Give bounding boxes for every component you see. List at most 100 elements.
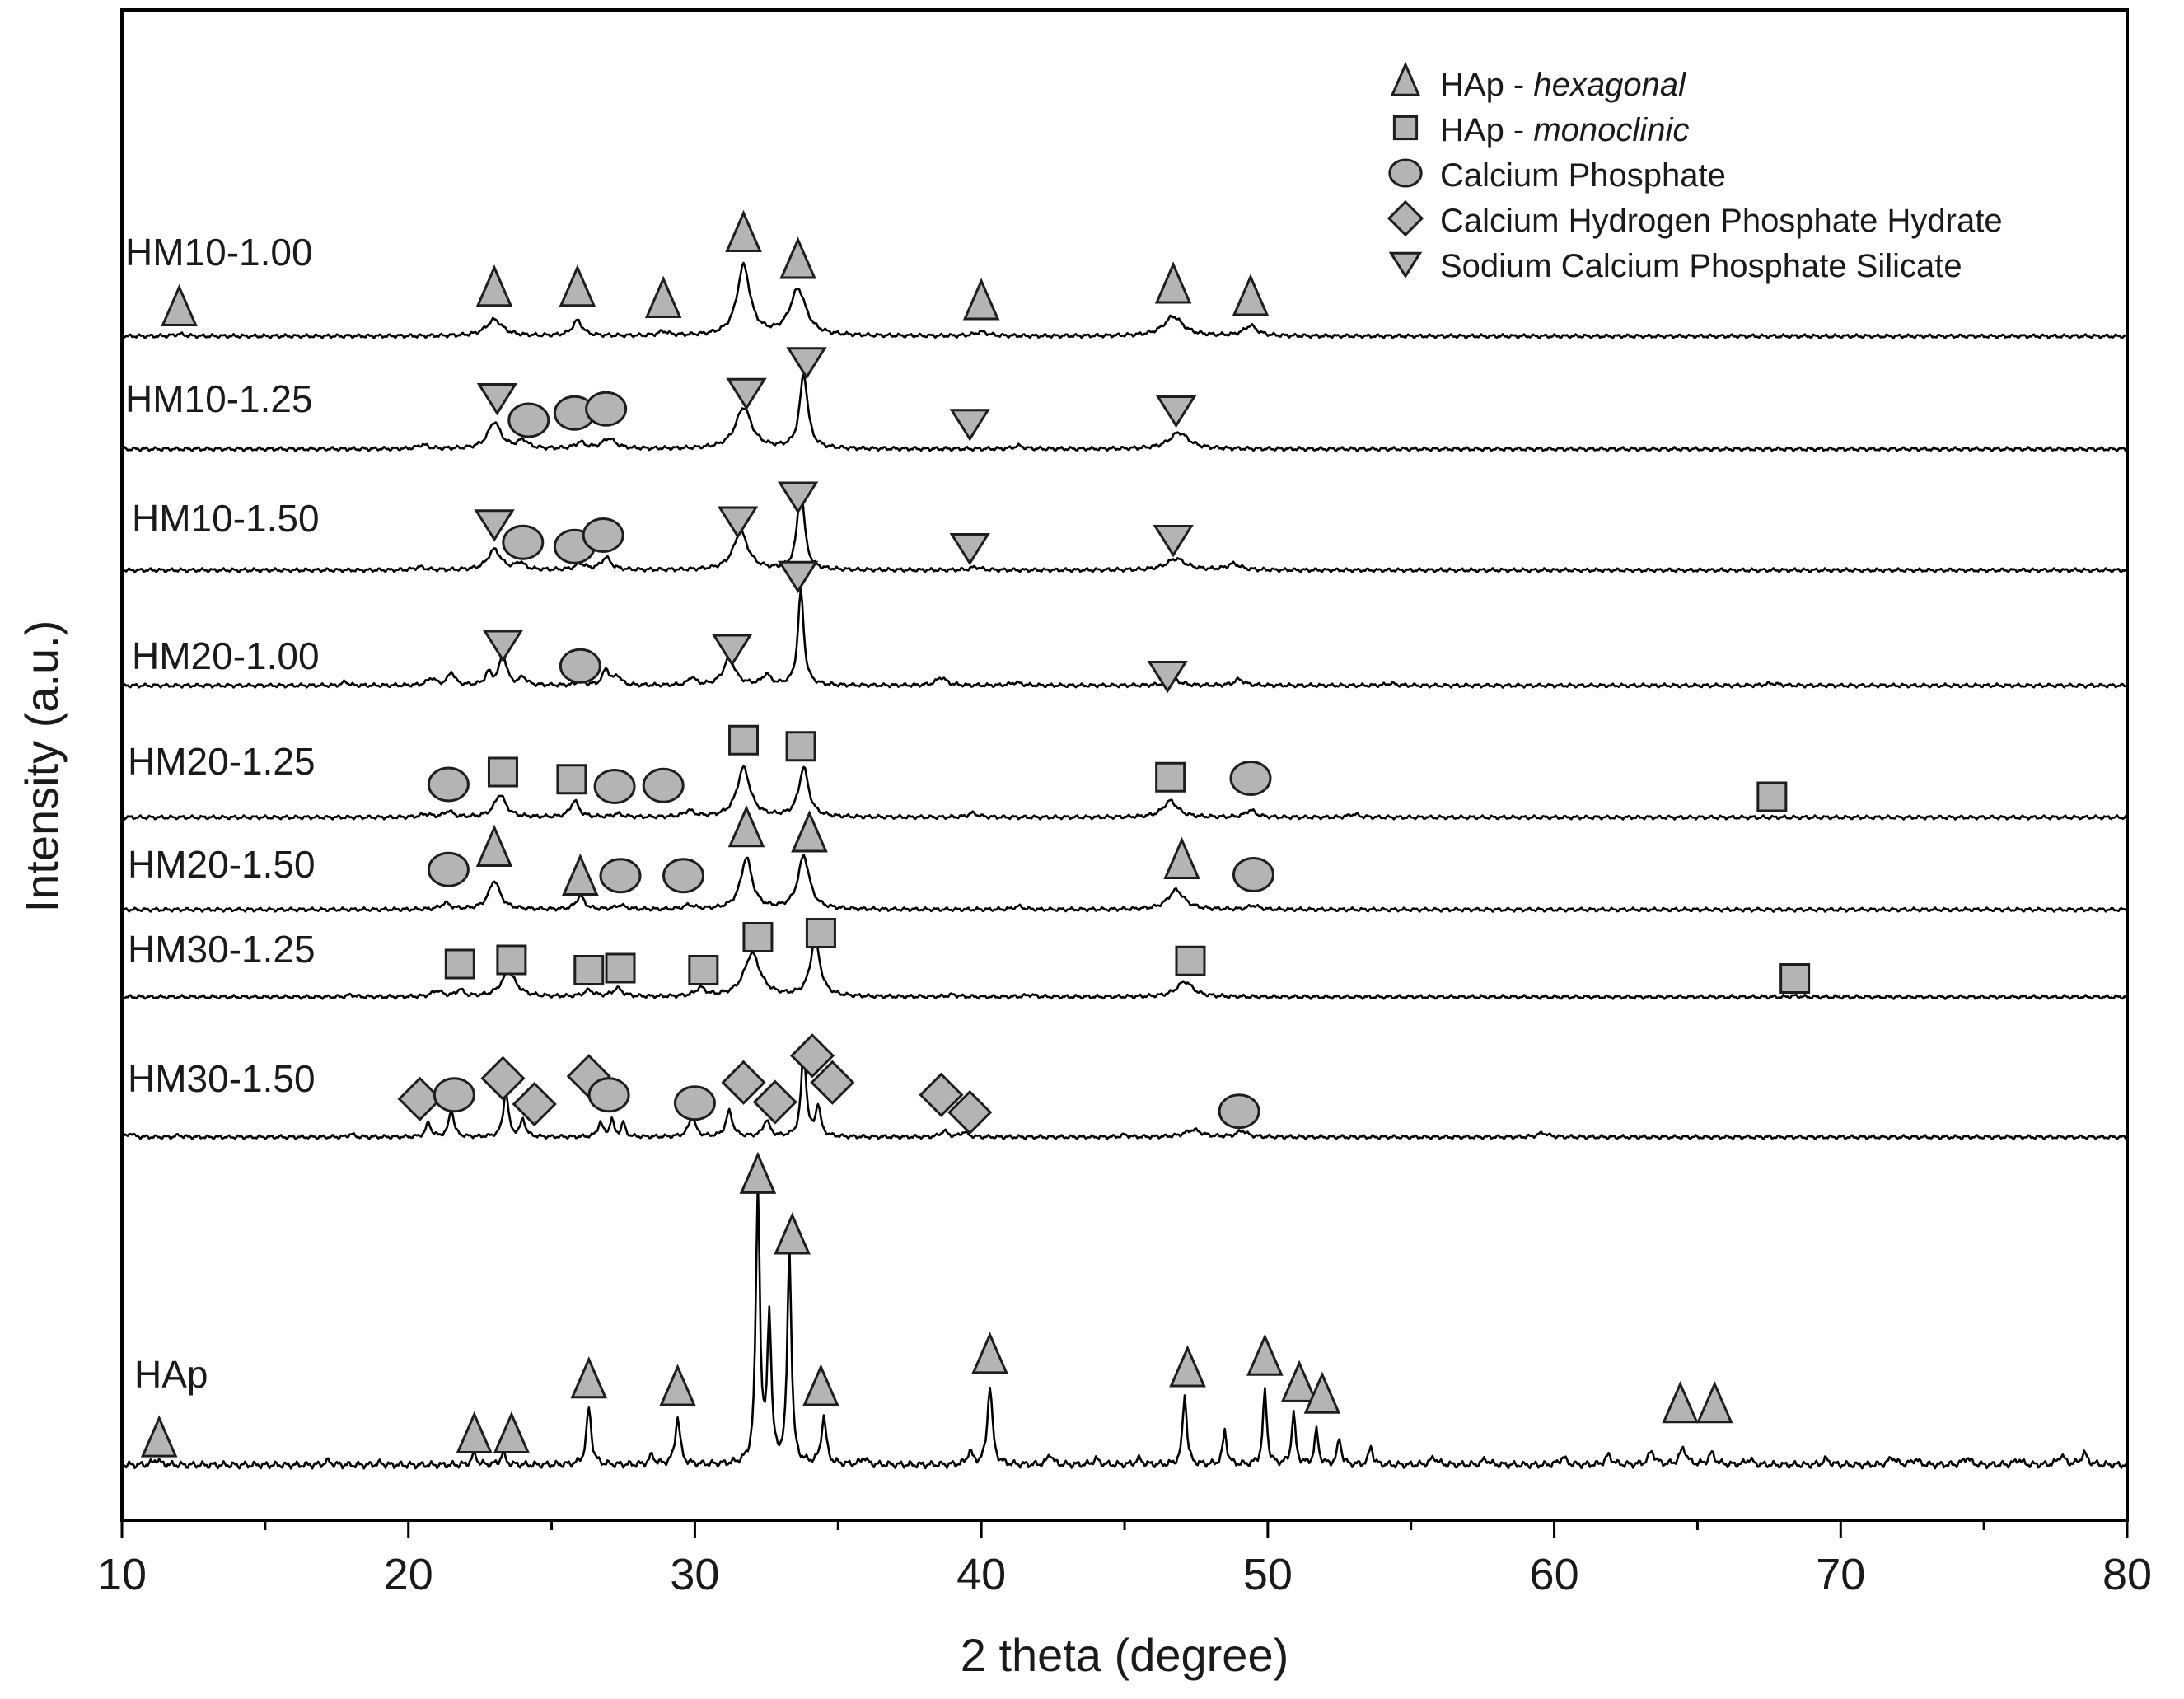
marker-hex-hm20-1-50 [727,804,765,848]
legend-item-cp: Calcium Phosphate [1388,157,1726,194]
marker-cp-hm30-1-50 [587,1077,630,1113]
marker-mono-hm30-1-25 [496,944,527,976]
trace-hm20-1-50 [121,854,2129,913]
marker-mono-hm20-1-25 [785,731,816,762]
trace-group [120,261,2129,1470]
x-tick-label: 20 [384,1550,433,1599]
marker-cp-hm10-1-50 [582,517,624,553]
x-axis-ticks: 10 20 30 40 50 60 70 80 [97,1519,2152,1599]
marker-mono-hm20-1-25 [1756,781,1788,812]
marker-mono-hm20-1-25 [487,756,518,788]
marker-ncps-hm10-1-50 [777,481,819,514]
marker-chp-hm30-1-50 [810,1060,855,1105]
marker-hex-hap [802,1364,839,1406]
marker-ncps-hm20-1-00 [1147,661,1188,694]
legend-label-mono: HAp - monoclinic [1440,112,1689,148]
legend-marker-mono [1392,115,1419,141]
marker-hex-hap [1280,1360,1318,1402]
trace-hm10-1-25 [121,372,2128,452]
x-tick-label: 30 [670,1550,719,1599]
marker-hex-hm20-1-50 [562,853,599,896]
marker-cp-hm30-1-50 [1218,1093,1260,1130]
legend-item-hex: HAp - hexagonal [1390,61,1686,103]
marker-mono-hm30-1-25 [573,955,605,985]
legend-item-chp: Calcium Hydrogen Phosphate Hydrate [1387,199,2003,239]
marker-hex-hm10-1-00 [559,264,596,307]
marker-hex-hm20-1-50 [791,810,828,853]
marker-cp-hm20-1-25 [1229,761,1272,796]
marker-mono-hm20-1-25 [728,724,760,756]
trace-hm10-1-50 [122,487,2128,573]
legend-label-hex: HAp - hexagonal [1440,67,1686,103]
marker-hex-hm10-1-00 [725,209,762,252]
x-tick-label: 70 [1816,1550,1865,1599]
marker-cp-hm30-1-50 [433,1077,475,1113]
marker-hex-hm10-1-00 [1232,274,1270,316]
marker-hex-hm10-1-00 [161,283,198,326]
marker-cp-hm20-1-50 [599,858,642,894]
x-axis-title: 2 theta (degree) [961,1629,1288,1681]
legend-label-ncps: Sodium Calcium Phosphate Silicate [1440,248,1962,284]
legend-marker-chp [1387,199,1424,237]
trace-label-hm10-1-50: HM10-1.50 [132,497,320,540]
marker-cp-hm20-1-50 [662,858,705,894]
trace-hm20-1-00 [120,587,2128,689]
marker-mono-hm30-1-25 [605,952,636,984]
marker-ncps-hm10-1-25 [1155,395,1197,428]
legend-marker-hex [1390,61,1421,96]
trace-label-hm30-1-25: HM30-1.25 [128,928,316,971]
marker-cp-hm20-1-50 [427,851,470,887]
marker-hex-hap [971,1332,1008,1374]
marker-chp-hm30-1-50 [480,1055,526,1101]
trace-label-hm20-1-00: HM20-1.00 [132,634,320,677]
marker-hex-hap [739,1151,777,1194]
marker-hex-hap [493,1411,531,1453]
legend-label-chp: Calcium Hydrogen Phosphate Hydrate [1440,203,2003,239]
trace-hm30-1-25 [120,938,2128,1000]
trace-label-hap: HAp [134,1353,208,1396]
marker-ncps-hm20-1-00 [711,634,753,667]
legend-label-cp: Calcium Phosphate [1440,157,1726,194]
x-tick-label: 60 [1530,1550,1579,1599]
marker-mono-hm30-1-25 [688,955,719,985]
marker-mono-hm30-1-25 [1175,945,1206,976]
marker-chp-hm30-1-50 [789,1033,835,1079]
x-tick-label: 10 [97,1550,147,1599]
marker-hex-hm20-1-50 [1163,836,1200,879]
marker-cp-hm20-1-25 [427,766,470,803]
trace-label-hm20-1-50: HM20-1.50 [128,843,316,886]
x-tick-label: 50 [1243,1550,1293,1599]
trace-hm10-1-00 [120,261,2128,339]
marker-chp-hm30-1-50 [919,1072,964,1117]
legend-item-ncps: Sodium Calcium Phosphate Silicate [1388,248,1962,284]
marker-ncps-hm10-1-25 [476,383,518,416]
marker-ncps-hm10-1-50 [474,509,515,542]
marker-mono-hm20-1-25 [1155,761,1186,793]
marker-ncps-hm20-1-00 [482,630,524,662]
legend-item-mono: HAp - monoclinic [1392,112,1689,148]
marker-hex-hap [1169,1345,1206,1388]
trace-hap [121,1177,2129,1470]
marker-hex-hap [774,1212,811,1255]
marker-cp-hm10-1-25 [585,391,628,427]
trace-label-hm20-1-25: HM20-1.25 [128,740,316,783]
marker-cp-hm20-1-00 [559,648,601,684]
marker-hex-hm10-1-00 [779,236,816,279]
marker-mono-hm30-1-25 [805,918,836,948]
marker-chp-hm30-1-50 [721,1060,766,1105]
marker-mono-hm30-1-25 [742,922,774,952]
marker-cp-hm30-1-50 [673,1085,716,1121]
legend-marker-cp [1388,158,1423,188]
trace-label-hm30-1-50: HM30-1.50 [128,1057,316,1100]
marker-hex-hap [1662,1380,1699,1424]
trace-hm30-1-50 [121,1046,2128,1140]
marker-mono-hm20-1-25 [556,764,587,795]
marker-cp-hm20-1-50 [1232,857,1274,892]
marker-hex-hap [570,1356,608,1399]
trace-label-group: HM10-1.00 HM10-1.25 HM10-1.50 HM20-1.00 HM20… [125,231,320,1396]
marker-hex-hap [1246,1333,1284,1376]
marker-ncps-hm10-1-25 [786,347,827,380]
x-tick-label: 80 [2102,1550,2152,1599]
trace-label-hm10-1-00: HM10-1.00 [125,231,313,274]
